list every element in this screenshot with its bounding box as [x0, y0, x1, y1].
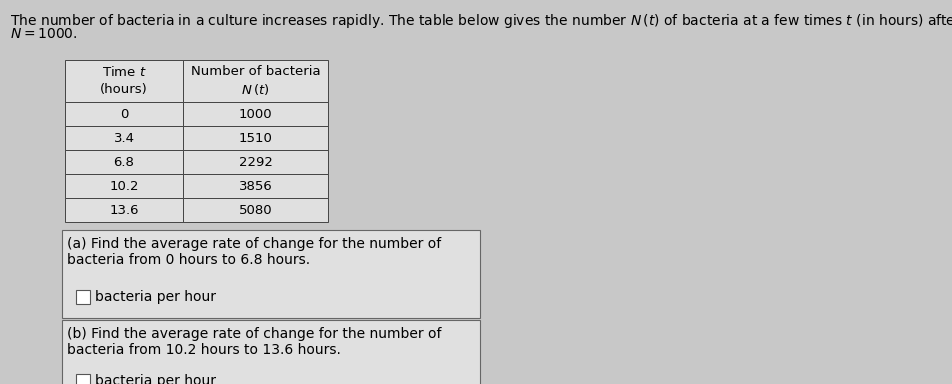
- Bar: [183, 198, 328, 222]
- Bar: [183, 126, 328, 150]
- Bar: [65, 102, 183, 126]
- Text: Number of bacteria
$N\,(t)$: Number of bacteria $N\,(t)$: [190, 65, 320, 98]
- Text: (b) Find the average rate of change for the number of: (b) Find the average rate of change for …: [67, 327, 442, 341]
- Bar: [65, 150, 183, 174]
- Text: The number of bacteria in a culture increases rapidly. The table below gives the: The number of bacteria in a culture incr…: [10, 12, 952, 30]
- Text: 13.6: 13.6: [109, 204, 139, 217]
- Text: bacteria from 10.2 hours to 13.6 hours.: bacteria from 10.2 hours to 13.6 hours.: [67, 343, 341, 357]
- Bar: [76, 290, 90, 304]
- Text: 3.4: 3.4: [113, 131, 134, 144]
- Text: 1000: 1000: [239, 108, 272, 121]
- Bar: [183, 174, 328, 198]
- Text: $N = 1000$.: $N = 1000$.: [10, 27, 78, 41]
- Bar: [183, 150, 328, 174]
- Bar: [62, 230, 480, 318]
- Text: 10.2: 10.2: [109, 179, 139, 192]
- Text: bacteria per hour: bacteria per hour: [95, 290, 216, 304]
- Text: bacteria per hour: bacteria per hour: [95, 374, 216, 384]
- Text: (a) Find the average rate of change for the number of: (a) Find the average rate of change for …: [67, 237, 441, 251]
- Text: Time $t$
(hours): Time $t$ (hours): [100, 66, 148, 96]
- Bar: [65, 174, 183, 198]
- Text: bacteria from 0 hours to 6.8 hours.: bacteria from 0 hours to 6.8 hours.: [67, 253, 310, 267]
- Text: 0: 0: [120, 108, 129, 121]
- Bar: [62, 320, 480, 384]
- Text: 1510: 1510: [239, 131, 272, 144]
- Text: 5080: 5080: [239, 204, 272, 217]
- Bar: [65, 198, 183, 222]
- Bar: [65, 126, 183, 150]
- Bar: [183, 102, 328, 126]
- Bar: [76, 374, 90, 384]
- Text: 6.8: 6.8: [113, 156, 134, 169]
- Text: 3856: 3856: [239, 179, 272, 192]
- Bar: [65, 60, 183, 102]
- Text: 2292: 2292: [239, 156, 272, 169]
- Bar: [183, 60, 328, 102]
